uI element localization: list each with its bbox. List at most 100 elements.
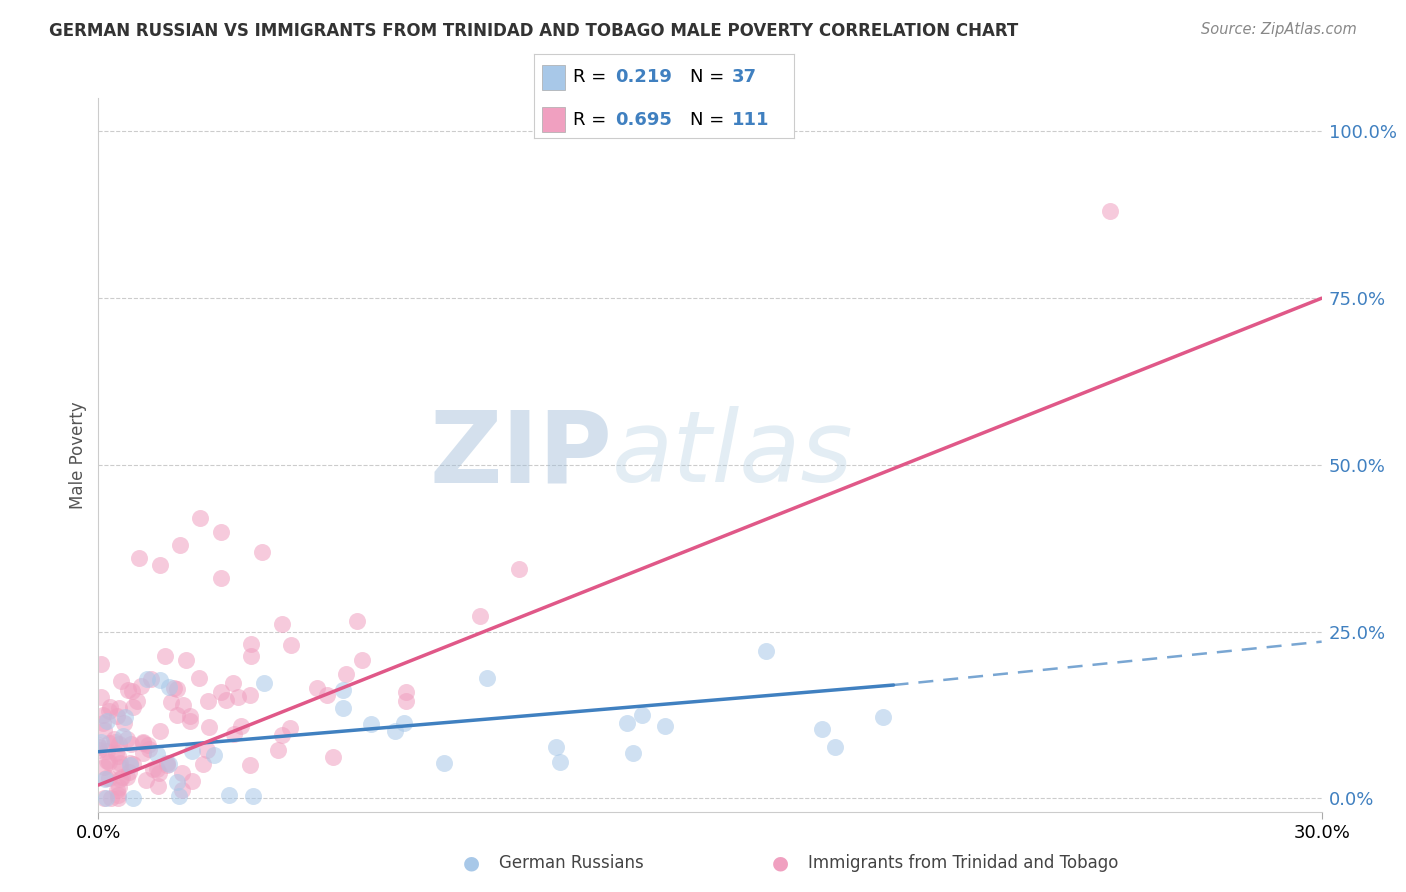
Point [120, 757, 142, 772]
Point [108, 756, 131, 770]
Point [332, 701, 354, 715]
Point [169, 789, 191, 803]
Point [105, 746, 128, 760]
Point [97, 772, 120, 786]
Point [222, 727, 245, 741]
Point [131, 679, 153, 693]
Point [222, 675, 245, 690]
Point [332, 683, 354, 698]
Point [107, 749, 129, 764]
Text: N =: N = [690, 111, 730, 128]
Point [384, 724, 406, 739]
Y-axis label: Male Poverty: Male Poverty [69, 401, 87, 508]
Point [271, 616, 294, 631]
Text: N =: N = [690, 69, 730, 87]
Point [98, 699, 121, 714]
Point [156, 756, 179, 771]
Point [93, 791, 115, 805]
Point [280, 638, 302, 652]
Text: ●: ● [463, 854, 479, 873]
Text: 0.695: 0.695 [614, 111, 672, 128]
Point [115, 770, 138, 784]
Point [195, 743, 218, 757]
Point [87, 742, 110, 756]
Point [132, 746, 155, 760]
Point [188, 672, 211, 686]
Text: 111: 111 [733, 111, 769, 128]
Point [755, 644, 778, 658]
Point [209, 571, 232, 585]
Point [322, 750, 344, 764]
Text: 37: 37 [733, 69, 756, 87]
Point [433, 756, 456, 770]
Point [115, 732, 138, 747]
Point [149, 673, 172, 687]
Point [148, 765, 170, 780]
Point [117, 683, 139, 698]
Point [1098, 204, 1121, 219]
Point [155, 758, 177, 772]
Point [139, 672, 162, 686]
Point [170, 783, 193, 797]
Point [179, 714, 201, 728]
Point [132, 736, 155, 750]
Point [550, 755, 572, 769]
Point [114, 715, 136, 730]
Point [105, 709, 128, 723]
Point [228, 690, 250, 705]
Point [181, 744, 204, 758]
Point [239, 637, 262, 651]
Point [508, 562, 530, 576]
Point [305, 681, 328, 696]
Point [128, 551, 150, 566]
Point [136, 739, 159, 753]
Point [132, 735, 155, 749]
Point [153, 649, 176, 664]
Point [93, 707, 115, 722]
Point [93, 760, 115, 774]
Point [316, 689, 339, 703]
Text: atlas: atlas [612, 407, 853, 503]
Point [188, 511, 212, 525]
Point [824, 739, 846, 754]
Point [270, 728, 292, 742]
Point [103, 731, 125, 746]
Point [477, 671, 499, 685]
FancyBboxPatch shape [543, 107, 565, 132]
Point [197, 694, 219, 708]
Point [193, 756, 215, 771]
Point [160, 695, 183, 709]
Point [238, 688, 260, 702]
Point [136, 672, 159, 686]
Point [209, 685, 232, 699]
Text: 0.219: 0.219 [614, 69, 672, 87]
Text: Immigrants from Trinidad and Tobago: Immigrants from Trinidad and Tobago [808, 855, 1119, 872]
Point [98, 705, 121, 719]
Point [157, 680, 180, 694]
Point [197, 720, 219, 734]
Point [395, 684, 418, 698]
Point [360, 717, 382, 731]
Point [100, 791, 122, 805]
Point [616, 716, 638, 731]
Point [621, 746, 644, 760]
Point [110, 673, 132, 688]
Point [392, 715, 415, 730]
Point [114, 709, 136, 723]
Point [108, 700, 131, 714]
Point [250, 544, 273, 558]
Point [166, 682, 188, 697]
Point [135, 772, 157, 787]
Text: GERMAN RUSSIAN VS IMMIGRANTS FROM TRINIDAD AND TOBAGO MALE POVERTY CORRELATION C: GERMAN RUSSIAN VS IMMIGRANTS FROM TRINID… [49, 22, 1018, 40]
Point [146, 747, 169, 761]
Point [125, 694, 148, 708]
Point [108, 760, 131, 774]
Text: R =: R = [574, 69, 612, 87]
Point [107, 788, 129, 802]
Point [231, 719, 253, 733]
Text: German Russians: German Russians [499, 855, 644, 872]
Point [169, 538, 191, 552]
Point [253, 676, 276, 690]
Point [166, 708, 188, 723]
Point [117, 764, 139, 779]
